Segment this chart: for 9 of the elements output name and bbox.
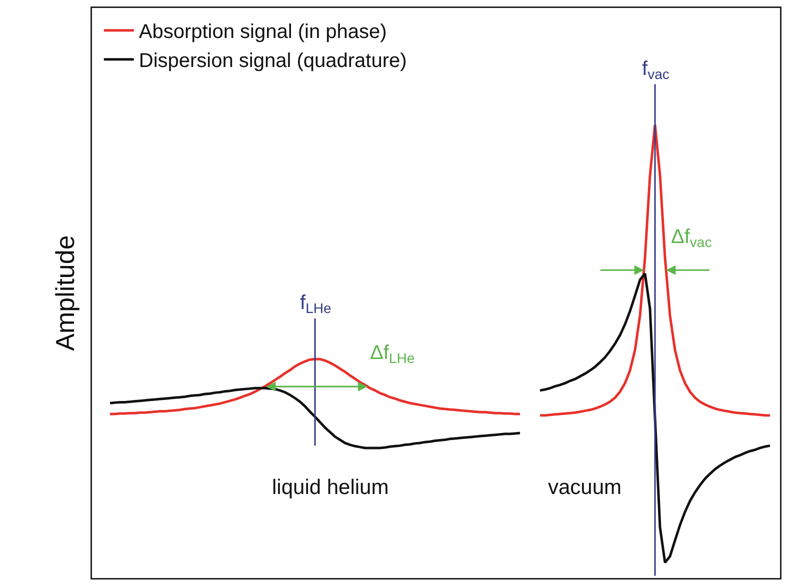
annotation: f$_{LHe}$ (300, 292, 332, 316)
text: f$_{vac}$ (642, 58, 670, 82)
annotation: Δf$_{vac}$ (671, 226, 712, 250)
legend-label: Dispersion signal (quadrature) (138, 50, 407, 72)
legend-label: Absorption signal (in phase) (138, 21, 387, 44)
annotation: Δf$_{LHe}$ (370, 342, 415, 366)
annotation: liquid helium (272, 476, 389, 499)
y-axis-title: Amplitude (50, 235, 80, 351)
annotation: vacuum (548, 476, 622, 499)
